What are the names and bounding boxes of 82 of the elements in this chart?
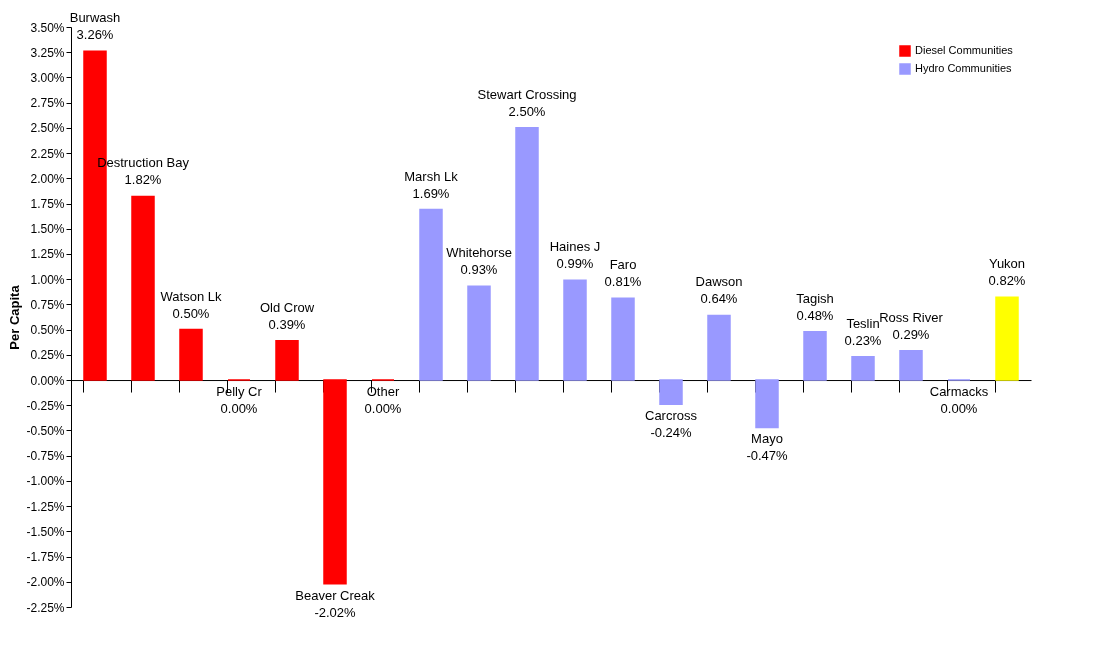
data-label: 0.00% <box>364 401 402 417</box>
bar <box>323 379 347 585</box>
data-label: 0.64% <box>700 291 738 307</box>
bar <box>755 379 779 429</box>
x-tick-label: Burwash <box>69 10 121 26</box>
bar <box>659 379 683 405</box>
bar <box>275 339 299 381</box>
x-tick-label: Watson Lk <box>160 288 222 304</box>
x-tick-label: Carcross <box>644 408 698 424</box>
x-tick-label: Marsh Lk <box>404 168 459 184</box>
data-label: 0.99% <box>556 256 594 272</box>
y-axis-title: Per Capita <box>7 284 23 350</box>
y-tick-label: 2.75% <box>30 96 65 111</box>
data-label: 0.00% <box>220 401 258 417</box>
x-tick-label: Other <box>366 384 400 400</box>
x-tick-label: Mayo <box>751 431 783 447</box>
y-tick-label: 1.00% <box>30 272 65 287</box>
y-tick-label: -0.50% <box>26 423 65 438</box>
y-tick-label: 1.25% <box>30 247 65 262</box>
y-tick-label: -2.00% <box>26 575 65 590</box>
data-label: 3.26% <box>76 27 114 43</box>
x-tick-label: Yukon <box>988 256 1026 272</box>
data-label: 0.23% <box>844 332 882 348</box>
x-tick-label: Beaver Creak <box>295 587 376 603</box>
bar <box>707 314 731 381</box>
y-tick-label: 3.50% <box>30 20 65 35</box>
data-label: 0.00% <box>940 401 978 417</box>
y-tick-label: 1.75% <box>30 197 65 212</box>
data-label: -0.24% <box>650 425 693 441</box>
data-label: 1.82% <box>124 172 162 188</box>
data-label: -0.47% <box>746 448 789 464</box>
data-label: 0.29% <box>892 326 930 342</box>
y-tick-label: -1.25% <box>26 499 65 514</box>
y-tick-label: -0.25% <box>26 398 65 413</box>
y-tick-label: 0.00% <box>30 373 65 388</box>
bar <box>563 279 587 381</box>
data-label: 0.93% <box>460 262 498 278</box>
bar <box>611 297 635 381</box>
y-tick-label: -1.75% <box>26 550 65 565</box>
y-tick-label: -2.25% <box>26 600 65 615</box>
bar <box>179 328 203 381</box>
x-tick-label: Haines J <box>549 239 601 255</box>
y-tick-label: -0.75% <box>26 449 65 464</box>
bar <box>131 195 155 381</box>
bar <box>467 285 491 381</box>
y-tick-label: 2.00% <box>30 171 65 186</box>
x-tick-label: Teslin <box>846 315 880 331</box>
x-tick-label: Ross River <box>879 309 944 325</box>
data-label: -2.02% <box>314 604 357 620</box>
x-tick-label: Carmacks <box>929 384 989 400</box>
x-tick-label: Tagish <box>796 290 834 306</box>
data-label: 1.69% <box>412 185 450 201</box>
y-tick-label: -1.00% <box>26 474 65 489</box>
x-tick-label: Whitehorse <box>446 245 512 261</box>
data-label: 0.39% <box>268 316 306 332</box>
bar <box>803 330 827 381</box>
y-tick-label: 1.50% <box>30 222 65 237</box>
y-tick-label: 2.25% <box>30 146 65 161</box>
y-tick-label: 0.50% <box>30 323 65 338</box>
y-tick-label: -1.50% <box>26 524 65 539</box>
x-tick-label: Dawson <box>695 274 743 290</box>
y-tick-label: 3.00% <box>30 70 65 85</box>
bar <box>995 296 1019 381</box>
data-label: 0.50% <box>172 305 210 321</box>
y-tick-label: 0.75% <box>30 297 65 312</box>
bar <box>419 208 443 381</box>
x-tick-label: Pelly Cr <box>216 384 263 400</box>
bar <box>851 356 875 381</box>
data-label: 0.81% <box>604 274 642 290</box>
y-tick-label: 0.25% <box>30 348 65 363</box>
data-label: 2.50% <box>508 103 546 119</box>
data-label: 0.82% <box>988 273 1026 289</box>
legend-label: Hydro Communities <box>915 62 1013 74</box>
y-tick-label: 2.50% <box>30 121 65 136</box>
x-tick-label: Old Crow <box>259 299 315 315</box>
legend-label: Diesel Communities <box>915 44 1014 56</box>
data-label: 0.48% <box>796 307 834 323</box>
x-tick-label: Faro <box>609 257 637 273</box>
x-tick-label: Stewart Crossing <box>477 86 577 102</box>
bar <box>515 127 539 381</box>
bar <box>899 350 923 381</box>
y-tick-label: 3.25% <box>30 45 65 60</box>
